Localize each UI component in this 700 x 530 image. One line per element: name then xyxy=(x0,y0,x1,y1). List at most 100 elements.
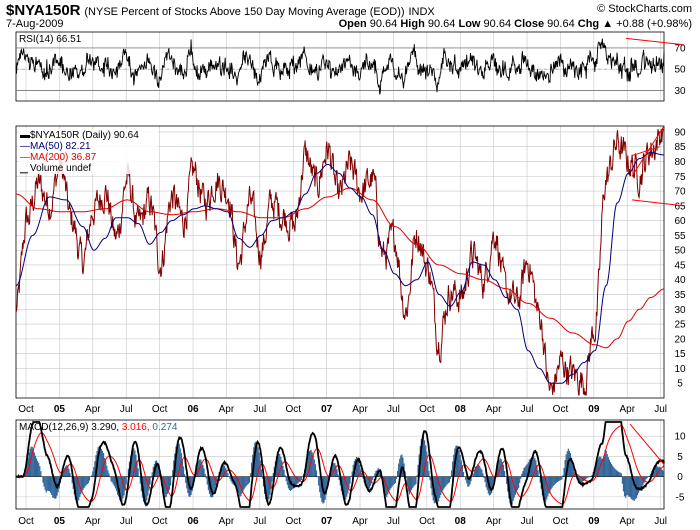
open-value: 90.64 xyxy=(369,18,398,30)
macd-x-tick-label: 05 xyxy=(54,516,66,527)
main-tick-label: 90 xyxy=(674,127,686,138)
x-tick-label: Apr xyxy=(352,404,368,415)
macd-x-tick-label: Apr xyxy=(85,516,101,527)
rsi-trendline xyxy=(625,37,685,46)
chart-title: $NYA150R (NYSE Percent of Stocks Above 1… xyxy=(6,2,435,19)
macd-trendline xyxy=(629,423,665,465)
main-tick-label: 65 xyxy=(674,201,686,212)
main-tick-label: 70 xyxy=(674,187,686,198)
open-label: Open xyxy=(338,18,367,30)
chg-arrow-icon: ▲ xyxy=(602,18,614,30)
main-tick-label: 55 xyxy=(674,231,686,242)
macd-x-tick-label: Apr xyxy=(219,516,235,527)
legend-swatch: — xyxy=(20,141,30,152)
x-tick-label: 05 xyxy=(54,404,66,415)
close-label: Close xyxy=(514,18,545,30)
macd-x-tick-label: 09 xyxy=(588,516,600,527)
macd-legend-part: 3.016, xyxy=(119,422,150,433)
ohlc-readout: Open 90.64 High 90.64 Low 90.64 Close 90… xyxy=(339,18,692,30)
x-tick-label: Jul xyxy=(521,404,534,415)
date-label: 7-Aug-2009 xyxy=(6,18,64,30)
macd-x-tick-label: Jul xyxy=(120,516,133,527)
rsi-legend: RSI(14) 66.51 xyxy=(19,34,82,45)
main-tick-label: 75 xyxy=(674,172,686,183)
high-label: High xyxy=(400,18,425,30)
x-tick-label: Oct xyxy=(285,404,301,415)
main-legend-entry: $NYA150R (Daily) 90.64 xyxy=(30,130,139,141)
x-tick-label: Apr xyxy=(219,404,235,415)
rsi-line xyxy=(15,38,665,95)
low-label: Low xyxy=(458,18,481,30)
x-tick-label: Jul xyxy=(654,404,667,415)
macd-x-tick-label: Jul xyxy=(387,516,400,527)
main-tick-label: 40 xyxy=(674,275,686,286)
main-tick-label: 50 xyxy=(674,246,686,257)
chg-value: +0.88 (+0.98%) xyxy=(616,18,692,30)
x-tick-label: 09 xyxy=(588,404,600,415)
legend-swatch: ▁ xyxy=(19,163,28,174)
macd-x-tick-label: Oct xyxy=(553,516,569,527)
x-tick-label: Oct xyxy=(18,404,34,415)
macd-legend: MACD(12,26,9) 3.290, 3.016, 0.274 xyxy=(19,422,178,433)
macd-tick-label: 5 xyxy=(677,452,683,463)
main-tick-label: 5 xyxy=(677,379,683,390)
macd-x-tick-label: Oct xyxy=(285,516,301,527)
macd-legend-part: MACD(12,26,9) xyxy=(19,422,88,433)
macd-x-tick-label: Jul xyxy=(654,516,667,527)
high-value: 90.64 xyxy=(427,18,456,30)
main-tick-label: 20 xyxy=(674,334,686,345)
macd-legend-part: 0.274 xyxy=(150,422,178,433)
macd-x-tick-label: Jul xyxy=(253,516,266,527)
price-series-line xyxy=(15,127,665,396)
macd-x-tick-label: Oct xyxy=(419,516,435,527)
trendline-lower xyxy=(631,199,685,207)
macd-line xyxy=(15,420,665,508)
rsi-tick-label: 30 xyxy=(674,86,686,97)
main-legend-entry: MA(50) 82.21 xyxy=(30,141,91,152)
main-tick-label: 60 xyxy=(674,216,686,227)
macd-tick-label: -5 xyxy=(676,492,685,503)
x-tick-label: 08 xyxy=(455,404,467,415)
trendline-upper xyxy=(631,125,665,177)
x-tick-label: Jul xyxy=(120,404,133,415)
chg-label: Chg xyxy=(577,18,600,30)
x-tick-label: Jul xyxy=(253,404,266,415)
x-tick-label: Apr xyxy=(85,404,101,415)
ma200-line xyxy=(16,187,664,349)
low-value: 90.64 xyxy=(483,18,512,30)
macd-x-tick-label: 07 xyxy=(321,516,333,527)
macd-x-tick-label: Oct xyxy=(18,516,34,527)
x-tick-label: Oct xyxy=(152,404,168,415)
main-tick-label: 85 xyxy=(674,142,686,153)
main-frame xyxy=(15,125,665,399)
macd-x-tick-label: Apr xyxy=(486,516,502,527)
macd-x-tick-label: 06 xyxy=(187,516,199,527)
macd-tick-label: 10 xyxy=(674,432,686,443)
x-tick-label: Oct xyxy=(553,404,569,415)
main-tick-label: 80 xyxy=(674,157,686,168)
macd-signal-line xyxy=(15,424,665,505)
macd-x-tick-label: Apr xyxy=(352,516,368,527)
main-tick-label: 30 xyxy=(674,305,686,316)
rsi-tick-label: 50 xyxy=(674,65,686,76)
main-legend-bg xyxy=(18,129,158,174)
symbol: $NYA150R xyxy=(6,2,81,19)
x-tick-label: Oct xyxy=(419,404,435,415)
main-tick-label: 25 xyxy=(674,320,686,331)
x-tick-label: 07 xyxy=(321,404,333,415)
macd-tick-label: 0 xyxy=(677,472,683,483)
macd-legend-part: 3.290, xyxy=(88,422,119,433)
description: (NYSE Percent of Stocks Above 150 Day Mo… xyxy=(84,6,405,18)
main-tick-label: 15 xyxy=(674,349,686,360)
brand-watermark: © StockCharts.com xyxy=(597,3,692,15)
main-legend-entry: MA(200) 36.87 xyxy=(30,152,97,163)
exchange: INDX xyxy=(408,6,435,18)
macd-x-tick-label: Apr xyxy=(619,516,635,527)
x-tick-label: Apr xyxy=(486,404,502,415)
main-tick-label: 35 xyxy=(674,290,686,301)
legend-swatch: ▬ xyxy=(20,130,30,141)
macd-x-tick-label: Oct xyxy=(152,516,168,527)
macd-x-tick-label: Jul xyxy=(521,516,534,527)
rsi-tick-label: 70 xyxy=(674,43,686,54)
